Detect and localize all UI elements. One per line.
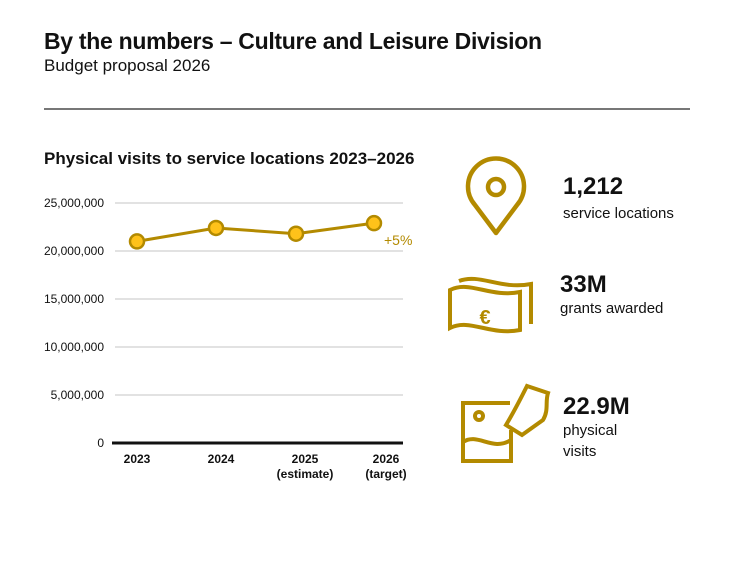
- y-tick-label: 25,000,000: [44, 196, 104, 210]
- chart-title: Physical visits to service locations 202…: [44, 149, 415, 168]
- x-tick-sublabel: (estimate): [277, 467, 334, 481]
- y-tick-label: 0: [97, 436, 104, 450]
- stat-label-grants: grants awarded: [560, 300, 664, 317]
- data-point-2024: [207, 219, 225, 237]
- stat-label-locations: service locations: [563, 205, 674, 222]
- stat-value-locations: 1,212: [563, 173, 624, 200]
- x-tick-label: 2025: [292, 452, 319, 466]
- data-point-2025: [287, 225, 305, 242]
- data-point-2023: [128, 233, 146, 250]
- y-tick-label: 20,000,000: [44, 244, 104, 258]
- x-tick-sublabel: (target): [365, 467, 406, 481]
- stat-value-visits: 22.9M: [563, 393, 630, 420]
- stat-label-visits-line1: physical: [563, 422, 618, 439]
- page-title: By the numbers – Culture and Leisure Div…: [44, 28, 542, 54]
- stat-label-visits: physical visits: [563, 420, 617, 462]
- y-tick-label: 10,000,000: [44, 340, 104, 354]
- series-line: [136, 221, 375, 243]
- stat-label-visits-line2: visits: [563, 443, 597, 460]
- x-tick-label: 2023: [124, 452, 151, 466]
- change-annotation: +5%: [384, 232, 412, 248]
- x-tick-label: 2026: [373, 452, 400, 466]
- x-tick-label: 2024: [208, 452, 235, 466]
- divider: [44, 108, 690, 110]
- data-point-2026: [365, 214, 383, 232]
- stat-value-grants: 33M: [560, 271, 607, 298]
- y-tick-label: 15,000,000: [44, 292, 104, 306]
- page-subtitle: Budget proposal 2026: [44, 56, 211, 75]
- y-tick-label: 5,000,000: [51, 388, 105, 402]
